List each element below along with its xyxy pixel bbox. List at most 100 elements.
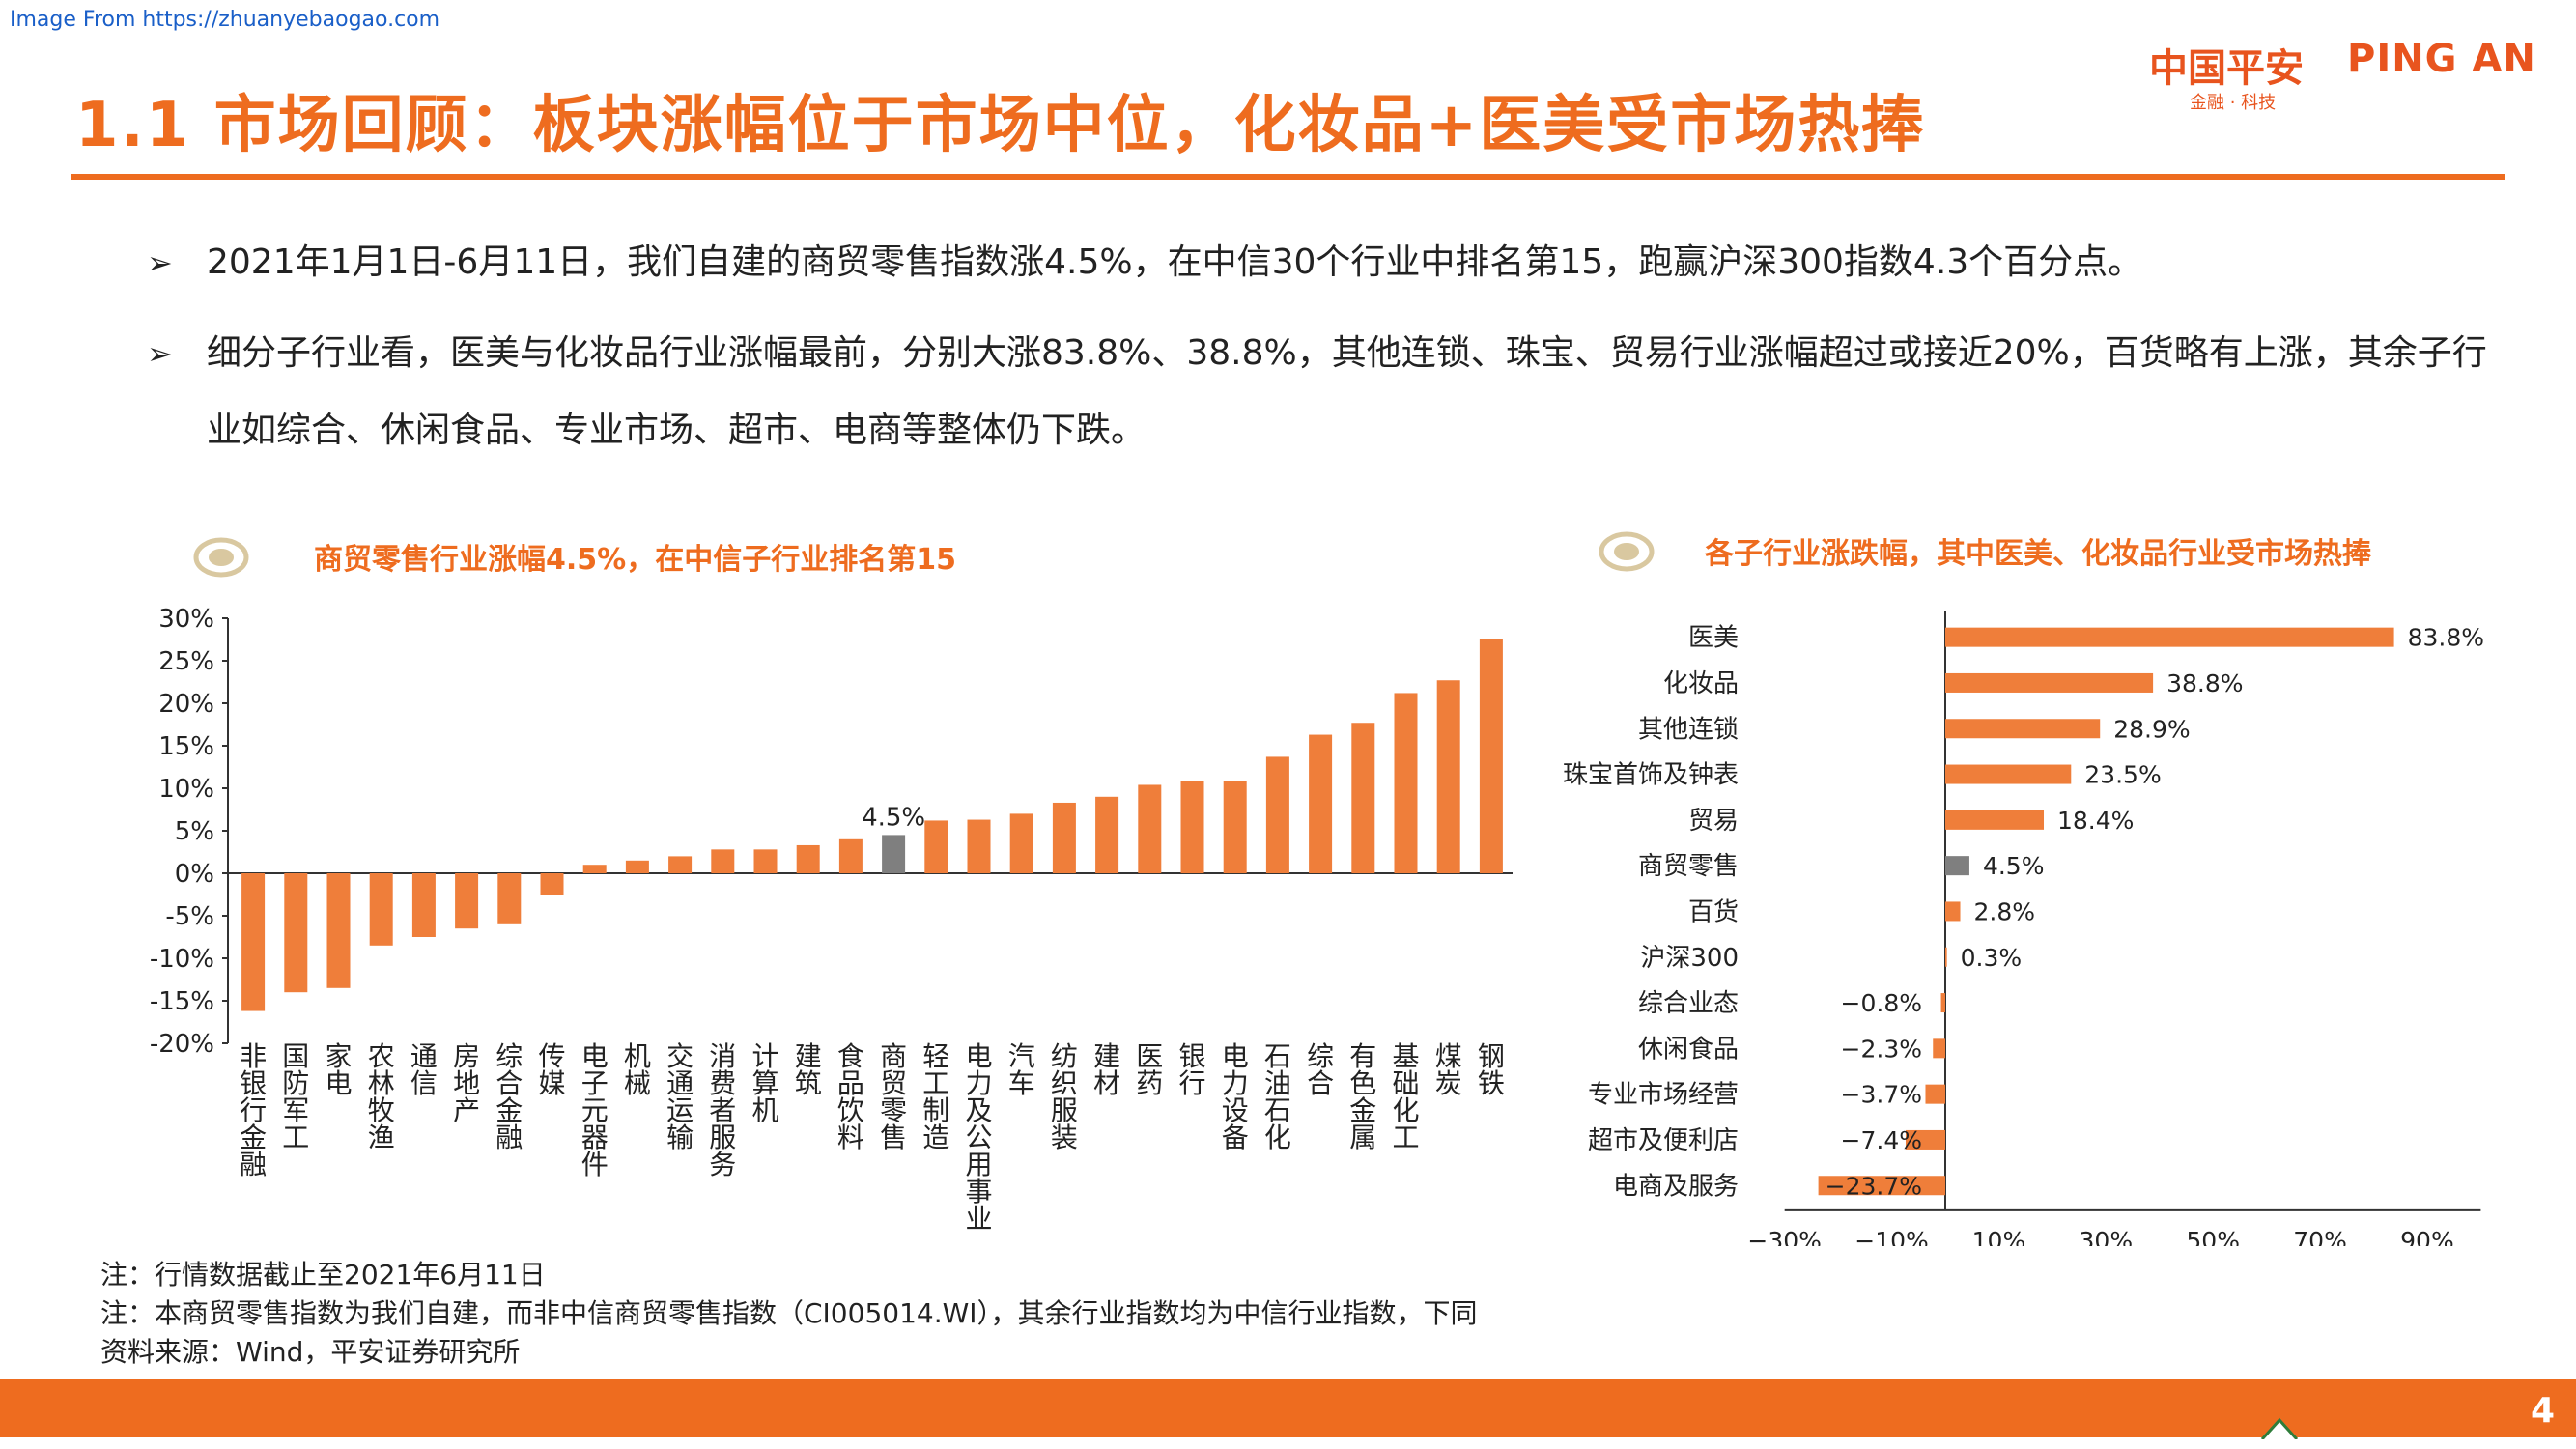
x-tick-label-石油石化: 石油石化: [1264, 1040, 1291, 1153]
chart-right-title: 各子行业涨跌幅，其中医美、化妆品行业受市场热捧: [1705, 529, 2371, 572]
bar-家电: [327, 873, 351, 988]
data-label-休闲食品: −2.3%: [1841, 1035, 1922, 1063]
x-tick-label: 70%: [2293, 1227, 2347, 1246]
bar-珠宝首饰及钟表: [1945, 765, 2071, 784]
x-tick-label-交通运输: 交通运输: [666, 1040, 694, 1153]
highlight-data-label: 4.5%: [862, 803, 925, 832]
bar-有色金属: [1351, 723, 1374, 873]
x-tick-label-基础化工: 基础化工: [1392, 1040, 1419, 1153]
industry-return-bar-chart: 30% 25% 20% 15% 10% 5% 0% -5% -10% -15% -20% 非银行金融国…: [97, 594, 1526, 1261]
bullet-point: ➢ 细分子行业看，医美与化妆品行业涨幅最前，分别大涨83.8%、38.8%，其他…: [147, 315, 2513, 479]
x-tick-label: 90%: [2400, 1227, 2454, 1246]
bar-电力及公用事业: [968, 820, 991, 873]
bar-非银行金融: [241, 873, 265, 1011]
x-tick-label-家电: 家电: [325, 1040, 352, 1099]
bullet-text: 2021年1月1日-6月11日，我们自建的商贸零售指数涨4.5%，在中信30个行…: [207, 224, 2142, 301]
footer-triangle-icon: [2260, 1416, 2299, 1439]
bullet-point: ➢ 2021年1月1日-6月11日，我们自建的商贸零售指数涨4.5%，在中信30…: [147, 224, 2513, 301]
bullet-arrow-icon: ➢: [147, 315, 173, 392]
category-label-贸易: 贸易: [1688, 807, 1739, 836]
x-tick-label: −10%: [1854, 1227, 1929, 1246]
data-label-百货: 2.8%: [1974, 897, 2036, 925]
bar-化妆品: [1945, 673, 2153, 693]
x-tick-label: 30%: [2080, 1227, 2134, 1246]
y-tick-label: 20%: [158, 690, 214, 719]
category-label-珠宝首饰及钟表: 珠宝首饰及钟表: [1563, 761, 1739, 790]
source-watermark: Image From https://zhuanyebaogao.com: [10, 8, 439, 32]
category-label-电商及服务: 电商及服务: [1613, 1172, 1739, 1201]
logo-english: PING AN: [2347, 37, 2536, 81]
category-label-百货: 百货: [1688, 897, 1739, 926]
category-label-医美: 医美: [1688, 624, 1739, 653]
x-tick-label-农林牧渔: 农林牧渔: [368, 1040, 395, 1153]
x-tick-label-汽车: 汽车: [1008, 1040, 1035, 1099]
bar-基础化工: [1395, 693, 1418, 873]
target-icon: [1599, 531, 1655, 572]
bar-综合: [1309, 735, 1332, 873]
bar-其他连锁: [1945, 719, 2100, 738]
bar-专业市场经营: [1925, 1085, 1945, 1104]
y-tick-label: 5%: [175, 817, 214, 846]
x-tick-label: 50%: [2186, 1227, 2240, 1246]
bar-电子元器件: [583, 865, 607, 873]
bar-农林牧渔: [370, 873, 393, 946]
chart-left-title: 商贸零售行业涨幅4.5%，在中信子行业排名第15: [314, 535, 956, 578]
bar-银行: [1181, 781, 1204, 873]
x-tick-label-通信: 通信: [410, 1040, 438, 1099]
target-icon: [193, 537, 249, 578]
data-label-化妆品: 38.8%: [2166, 669, 2243, 697]
bar-沪深300: [1945, 948, 1947, 967]
y-tick-label: -15%: [150, 987, 214, 1016]
category-label-超市及便利店: 超市及便利店: [1588, 1126, 1739, 1155]
bar-纺织服装: [1053, 803, 1076, 873]
bar-商贸零售: [1945, 856, 1969, 875]
bar-消费者服务: [711, 849, 734, 873]
x-tick-label-机械: 机械: [624, 1040, 651, 1099]
y-tick-label: 0%: [175, 860, 214, 889]
category-label-其他连锁: 其他连锁: [1638, 715, 1739, 744]
x-tick-label-医药: 医药: [1136, 1040, 1163, 1099]
data-label-综合业态: −0.8%: [1841, 989, 1922, 1017]
data-label-其他连锁: 28.9%: [2113, 715, 2190, 743]
bar-综合业态: [1941, 993, 1945, 1012]
data-label-超市及便利店: −7.4%: [1841, 1126, 1922, 1154]
x-tick-label-银行: 银行: [1178, 1040, 1205, 1099]
bar-传媒: [541, 873, 564, 895]
logo-chinese: 中国平安: [2149, 37, 2304, 93]
x-tick-label-房地产: 房地产: [453, 1040, 480, 1126]
data-label-医美: 83.8%: [2408, 624, 2484, 652]
y-tick-label: 15%: [158, 732, 214, 761]
y-tick-label: -5%: [165, 902, 214, 931]
bar-食品饮料: [839, 839, 863, 873]
x-tick-label-商贸零售: 商贸零售: [880, 1040, 907, 1153]
note-line: 注：本商贸零售指数为我们自建，而非中信商贸零售指数（CI005014.WI），其…: [100, 1294, 1478, 1333]
bar-电力设备: [1224, 781, 1247, 873]
x-tick-label: −30%: [1747, 1227, 1822, 1246]
category-label-商贸零售: 商贸零售: [1638, 852, 1739, 881]
bar-机械: [626, 861, 649, 873]
bullet-text: 细分子行业看，医美与化妆品行业涨幅最前，分别大涨83.8%、38.8%，其他连锁…: [207, 315, 2505, 469]
note-line: 注：行情数据截止至2021年6月11日: [100, 1256, 1478, 1294]
bar-国防军工: [284, 873, 307, 992]
x-tick-label-纺织服装: 纺织服装: [1051, 1040, 1078, 1153]
bar-轻工制造: [924, 820, 948, 873]
x-tick-label-钢铁: 钢铁: [1478, 1040, 1505, 1099]
chart-left-header: 商贸零售行业涨幅4.5%，在中信子行业排名第15: [193, 533, 1159, 582]
pingan-logo: 中国平安 PING AN 金融 · 科技: [2149, 37, 2555, 114]
data-label-电商及服务: −23.7%: [1826, 1172, 1922, 1200]
x-tick-label-国防军工: 国防军工: [282, 1040, 309, 1153]
bar-建筑: [797, 845, 820, 873]
category-label-沪深300: 沪深300: [1640, 944, 1739, 973]
data-label-商贸零售: 4.5%: [1983, 852, 2045, 880]
x-tick-label-电子元器件: 电子元器件: [581, 1040, 609, 1180]
data-label-珠宝首饰及钟表: 23.5%: [2084, 761, 2161, 789]
data-label-沪深300: 0.3%: [1961, 944, 2023, 972]
page-number: 4: [2531, 1391, 2555, 1431]
bar-交通运输: [668, 856, 692, 873]
y-tick-label: 30%: [158, 605, 214, 634]
x-tick-label-综合: 综合: [1307, 1040, 1334, 1099]
footer-bar: [0, 1379, 2576, 1437]
bar-钢铁: [1480, 639, 1503, 873]
bar-煤炭: [1437, 680, 1460, 873]
bar-通信: [412, 873, 436, 937]
